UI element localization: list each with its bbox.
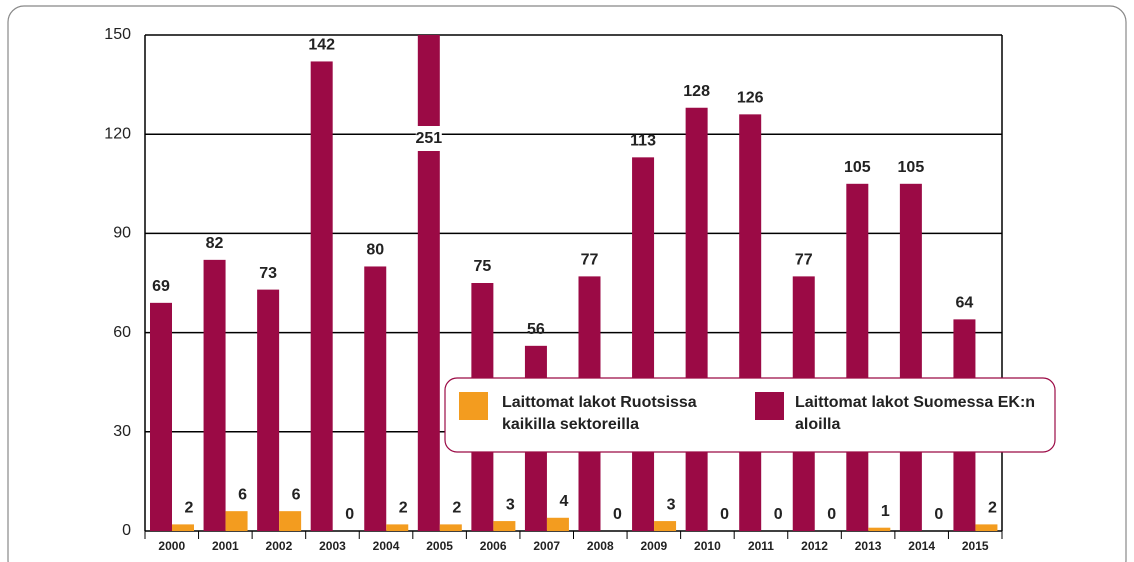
bar [310, 61, 333, 531]
y-tick-label: 30 [113, 423, 131, 440]
legend-box [444, 377, 1056, 453]
y-tick-label: 150 [104, 26, 131, 43]
legend-swatch [755, 392, 784, 420]
bar [899, 183, 922, 532]
value-label: 2 [988, 500, 997, 517]
bar [364, 266, 387, 531]
value-label: 2 [452, 500, 461, 517]
y-tick-label: 90 [113, 225, 131, 242]
value-label: 3 [506, 496, 515, 513]
value-label: 0 [774, 506, 783, 523]
value-label: 113 [630, 133, 656, 150]
value-label: 105 [844, 159, 871, 176]
legend-label: Laittomat lakot Ruotsissa kaikilla sekto… [502, 394, 697, 433]
x-tick-label: 2000 [158, 539, 185, 553]
bar [279, 511, 302, 531]
axis-break [415, 126, 442, 151]
value-label: 126 [737, 90, 764, 107]
value-label: 0 [934, 506, 943, 523]
value-label: 0 [613, 506, 622, 523]
x-tick-label: 2003 [319, 539, 346, 553]
bar [846, 183, 869, 532]
x-tick-label: 2010 [694, 539, 721, 553]
x-tick-label: 2008 [587, 539, 614, 553]
x-tick-label: 2006 [480, 539, 507, 553]
value-label: 4 [559, 493, 568, 510]
value-label: 77 [795, 252, 813, 269]
bar [546, 517, 569, 531]
bar [685, 107, 708, 531]
legend-label: Laittomat lakot Suomessa EK:n aloilla [795, 394, 1036, 433]
value-label: 3 [667, 496, 676, 513]
value-label: 82 [206, 235, 224, 252]
x-tick-label: 2002 [266, 539, 293, 553]
value-label: 0 [827, 506, 836, 523]
x-tick-label: 2001 [212, 539, 239, 553]
y-tick-label: 0 [122, 522, 131, 539]
value-label: 1 [881, 503, 890, 520]
x-tick-label: 2015 [962, 539, 989, 553]
value-label: 105 [898, 159, 925, 176]
bar [654, 521, 677, 531]
x-tick-label: 2014 [908, 539, 935, 553]
bar [225, 511, 248, 531]
x-tick-label: 2013 [855, 539, 882, 553]
value-label: 73 [259, 265, 277, 282]
value-label: 6 [238, 486, 247, 503]
x-tick-label: 2007 [533, 539, 560, 553]
value-label: 69 [152, 278, 170, 295]
value-label: 128 [683, 83, 710, 100]
value-label: 0 [720, 506, 729, 523]
bar [150, 302, 172, 531]
value-label: 6 [292, 486, 301, 503]
bar [632, 157, 655, 531]
x-tick-label: 2009 [640, 539, 667, 553]
bar [493, 521, 516, 531]
legend-swatch [459, 392, 488, 420]
value-label: 2 [185, 500, 194, 517]
value-label: 251 [415, 130, 442, 147]
x-tick-label: 2004 [373, 539, 400, 553]
bar [439, 524, 462, 531]
value-label: 0 [345, 506, 354, 523]
value-label: 2 [399, 500, 408, 517]
value-label: 142 [308, 37, 335, 54]
bar [386, 524, 409, 531]
x-tick-label: 2011 [748, 539, 774, 553]
bar [172, 524, 194, 531]
value-label: 56 [527, 321, 545, 338]
value-label: 64 [956, 295, 974, 312]
bar [975, 524, 998, 531]
bar [739, 114, 762, 532]
bar [203, 259, 226, 531]
x-tick-label: 2012 [801, 539, 828, 553]
value-label: 77 [581, 252, 599, 269]
bar [417, 35, 440, 531]
value-label: 75 [473, 258, 491, 275]
value-label: 80 [366, 242, 384, 259]
frame [7, 5, 1127, 562]
bar [257, 289, 280, 531]
x-tick-label: 2005 [426, 539, 453, 553]
y-tick-label: 60 [113, 324, 131, 341]
y-tick-label: 120 [104, 125, 131, 142]
bar [868, 527, 891, 531]
